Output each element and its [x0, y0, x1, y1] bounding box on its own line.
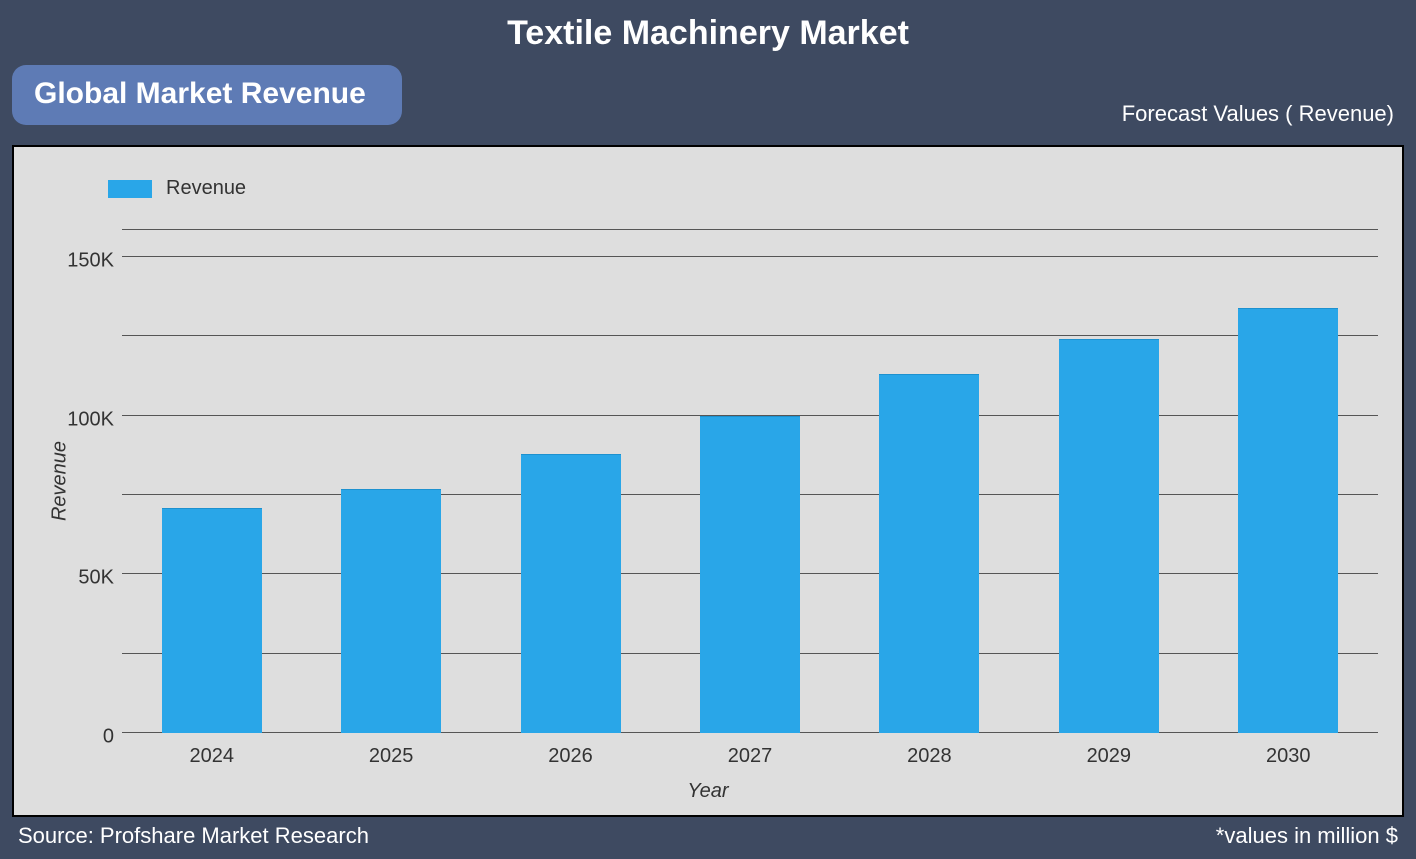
- bar: [1238, 308, 1338, 733]
- bar-slot: 2029: [1059, 229, 1159, 733]
- bar: [162, 508, 262, 733]
- footer-row: Source: Profshare Market Research *value…: [0, 817, 1416, 853]
- x-tick-label: 2026: [471, 733, 671, 768]
- x-axis-title: Year: [14, 780, 1402, 803]
- bar: [1059, 339, 1159, 733]
- bar-slot: 2030: [1238, 229, 1338, 733]
- chart-area: Revenue Revenue 050K100K150K 20242025202…: [12, 145, 1404, 817]
- y-axis-title: Revenue: [49, 441, 72, 521]
- y-tick-label: 100K: [56, 408, 114, 431]
- x-tick-label: 2025: [291, 733, 491, 768]
- bars-row: 2024 2025 2026 2027 2028 2029 2030: [122, 229, 1378, 733]
- forecast-values-label: Forecast Values ( Revenue): [1122, 101, 1394, 127]
- bar-slot: 2026: [521, 229, 621, 733]
- market-revenue-badge: Global Market Revenue: [12, 65, 402, 125]
- bar-slot: 2027: [700, 229, 800, 733]
- legend-swatch: [108, 180, 152, 198]
- bar-slot: 2028: [879, 229, 979, 733]
- header-row: Global Market Revenue Forecast Values ( …: [0, 53, 1416, 145]
- y-tick-label: 150K: [56, 249, 114, 272]
- bar-slot: 2025: [341, 229, 441, 733]
- footer-note: *values in million $: [1216, 823, 1398, 849]
- bar: [879, 374, 979, 733]
- footer-source: Source: Profshare Market Research: [18, 823, 369, 849]
- bar: [700, 416, 800, 734]
- x-tick-label: 2024: [112, 733, 312, 768]
- y-tick-label: 50K: [56, 567, 114, 590]
- x-tick-label: 2030: [1188, 733, 1388, 768]
- chart-legend: Revenue: [108, 177, 246, 200]
- bar: [521, 454, 621, 733]
- bar: [341, 489, 441, 733]
- y-tick-label: 0: [56, 726, 114, 749]
- page-title: Textile Machinery Market: [0, 0, 1416, 53]
- x-tick-label: 2028: [829, 733, 1029, 768]
- x-tick-label: 2029: [1009, 733, 1209, 768]
- legend-label: Revenue: [166, 177, 246, 200]
- bar-slot: 2024: [162, 229, 262, 733]
- x-tick-label: 2027: [650, 733, 850, 768]
